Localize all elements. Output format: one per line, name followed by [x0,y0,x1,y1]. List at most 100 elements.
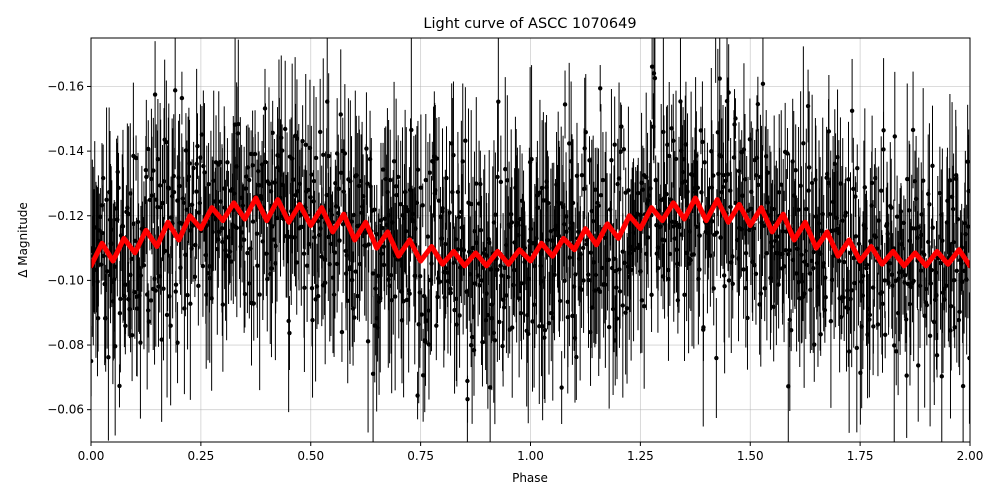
data-point [865,332,870,337]
data-point [544,179,549,184]
data-point [508,224,513,229]
data-point [607,207,613,212]
data-point [427,170,432,175]
data-point [505,274,511,280]
data-point [747,227,752,233]
data-point [468,342,474,348]
data-point [319,254,324,259]
data-point [841,295,846,300]
data-point [262,106,268,111]
data-point [445,278,451,284]
data-point [519,198,525,203]
data-point [951,240,956,245]
data-point [498,263,503,268]
data-point [889,205,894,210]
data-point [295,189,300,194]
data-point [407,291,412,296]
data-point [144,292,150,297]
data-point [543,198,548,203]
data-point [678,232,684,237]
data-point [424,318,429,323]
data-point [530,319,535,324]
data-point [602,235,608,241]
data-point [463,138,468,143]
data-point [786,251,791,257]
data-point [639,298,645,303]
data-point [609,157,614,163]
data-point [776,190,782,195]
data-point [205,270,211,276]
data-point [728,204,733,210]
data-point [800,294,806,300]
data-point [759,220,764,225]
data-point [403,229,409,234]
data-point [164,140,169,145]
data-point [958,257,963,263]
data-point [885,231,890,236]
data-point [365,181,370,186]
data-point [404,205,409,210]
data-point [829,277,835,282]
data-point [909,226,914,231]
data-point [526,276,531,281]
data-point [915,235,920,240]
data-point [217,159,223,165]
data-point [282,126,288,132]
data-point [297,181,303,186]
data-point [636,190,641,196]
data-point [864,266,869,271]
data-point [791,193,796,198]
data-point [160,200,165,206]
data-point [926,191,931,197]
data-point [289,156,295,161]
data-point [550,315,555,321]
data-point [717,76,722,81]
data-point [180,196,186,201]
data-point [597,289,603,295]
data-point [948,304,954,309]
data-point [667,251,673,257]
data-point [929,267,934,273]
data-point [126,211,131,217]
data-point [215,246,220,252]
data-point [501,305,507,310]
data-point [809,180,815,186]
data-point [307,145,313,151]
data-point [821,261,826,266]
data-point [792,241,798,247]
data-point [585,272,591,277]
data-point [867,317,872,322]
data-point [529,157,534,162]
data-point [305,187,311,193]
data-point [593,187,598,192]
data-point [308,195,313,200]
data-point [178,265,183,270]
data-point [621,147,627,152]
data-point [819,228,824,234]
data-point [911,278,916,284]
data-point [562,278,567,284]
data-point [220,302,226,307]
data-point [314,284,320,289]
data-point [272,180,277,185]
data-point [548,229,554,234]
data-point [962,220,968,226]
data-point [334,261,340,267]
data-point [474,181,479,186]
data-point [856,241,862,247]
data-point [326,234,331,240]
data-point [146,146,151,152]
data-point [347,265,353,270]
data-point [438,214,443,219]
data-point [834,215,839,221]
data-point [539,278,544,284]
data-point [918,268,923,273]
data-point [482,247,487,252]
data-point [333,204,339,209]
x-tick-label: 1.75 [847,449,874,463]
data-point [210,229,215,235]
data-point [665,142,670,147]
data-point [370,371,376,377]
data-point [368,184,373,189]
data-point [425,234,431,239]
